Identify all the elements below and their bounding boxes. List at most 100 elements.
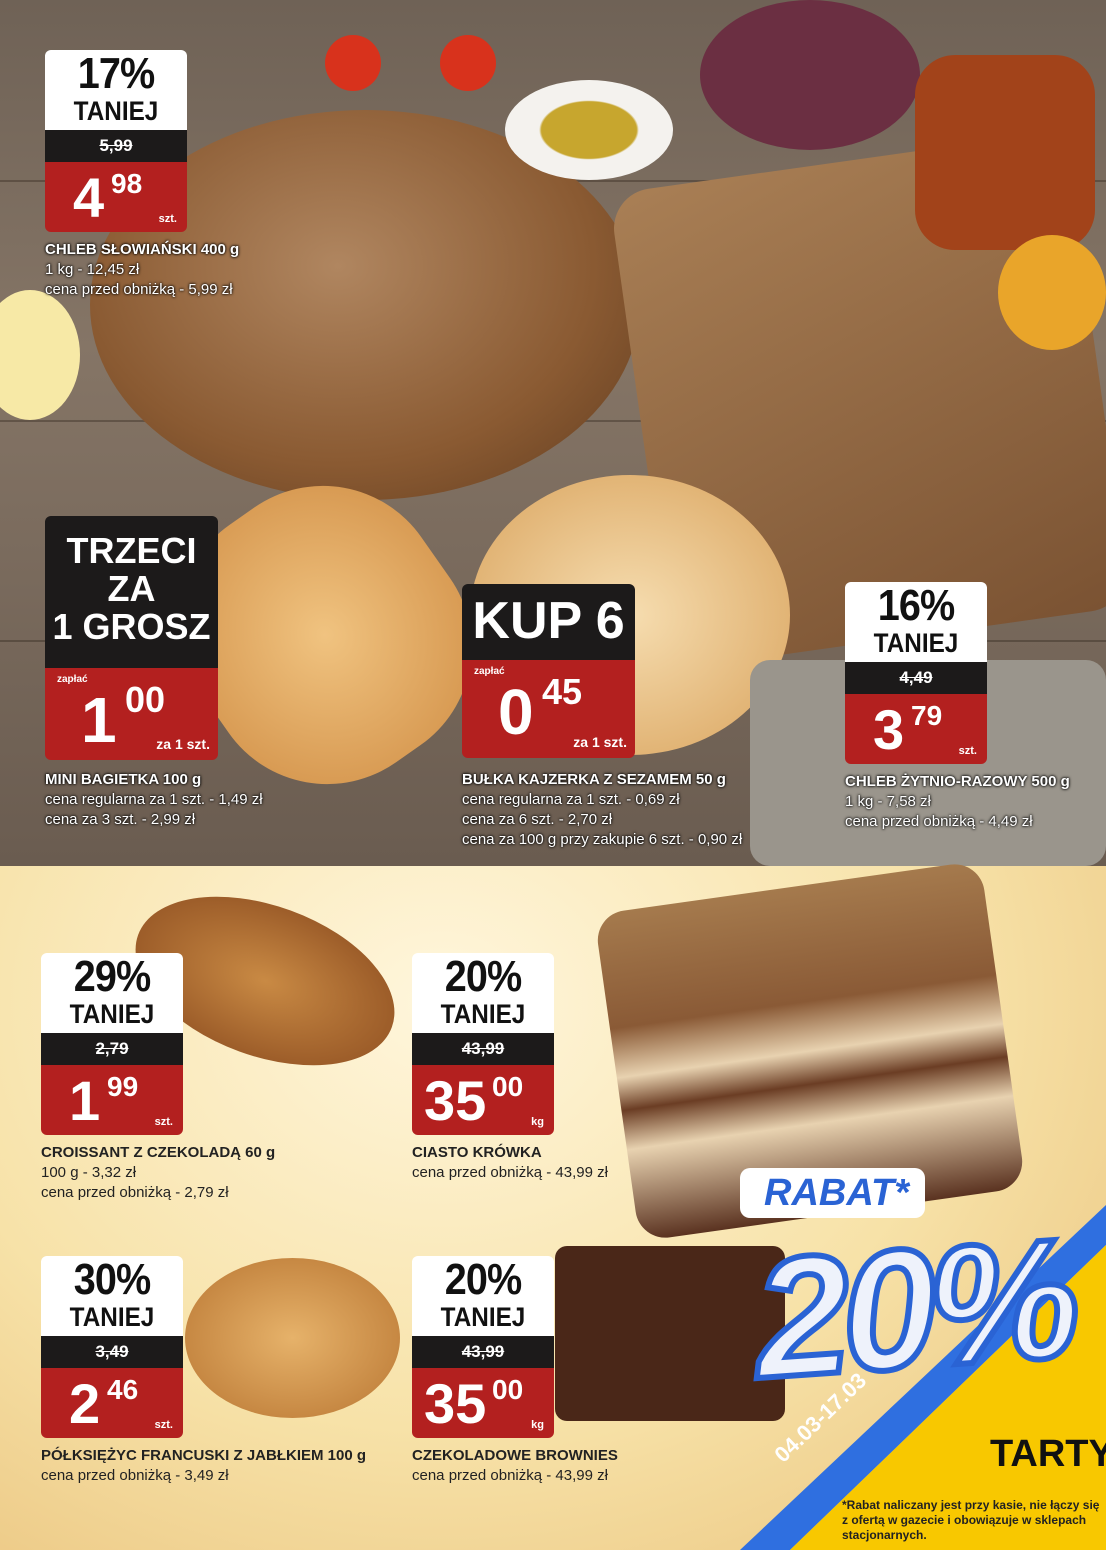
price-decimal: 00 (492, 1071, 524, 1102)
tomato-image (325, 35, 381, 91)
discount-label: TANIEJ (440, 999, 526, 1029)
price-tag-ciasto-krowka: 20% TANIEJ 43,99 35 00 kg (412, 953, 554, 1135)
price-unit: szt. (958, 745, 977, 757)
honey-bowl-image (998, 235, 1106, 350)
price-tag-croissant: 29% TANIEJ 2,79 1 99 szt. (41, 953, 183, 1135)
old-price-strip: 3,49 (41, 1336, 183, 1368)
discount-box: 17% TANIEJ (45, 50, 187, 130)
product-info-brownies: CZEKOLADOWE BROWNIES cena przed obniżką -… (412, 1446, 618, 1486)
discount-box: 20% TANIEJ (412, 1256, 554, 1336)
old-price: 2,79 (95, 1039, 129, 1058)
price-unit: szt. (154, 1116, 173, 1128)
price-integer: 35 (424, 1372, 487, 1435)
old-price: 5,99 (99, 136, 133, 155)
current-price-box: 35 00 kg (412, 1368, 554, 1438)
product-detail-line: cena przed obniżką - 43,99 zł (412, 1164, 608, 1181)
product-info-kajzerka: BUŁKA KAJZERKA Z SEZAMEM 50 g cena regula… (462, 770, 742, 850)
price-unit: za 1 szt. (573, 734, 627, 750)
old-price: 43,99 (461, 1039, 505, 1058)
promo-headline-line: TRZECI (66, 530, 197, 571)
price-unit: szt. (158, 213, 177, 225)
old-price-strip: 43,99 (412, 1336, 554, 1368)
discount-label: TANIEJ (440, 1302, 526, 1332)
product-name: CIASTO KRÓWKA (412, 1144, 542, 1161)
product-name: CROISSANT Z CZEKOLADĄ 60 g (41, 1144, 276, 1161)
discount-percent: 20% (444, 952, 522, 1001)
product-detail-line: cena przed obniżką - 4,49 zł (845, 813, 1033, 830)
old-price-strip: 43,99 (412, 1033, 554, 1065)
current-price-box: 2 46 szt. (41, 1368, 183, 1438)
price-decimal: 98 (111, 168, 143, 199)
product-detail-line: cena regularna za 1 szt. - 0,69 zł (462, 791, 680, 808)
price-integer: 2 (69, 1372, 101, 1435)
price-tag-polksiezyc: 30% TANIEJ 3,49 2 46 szt. (41, 1256, 183, 1438)
current-price-box: 4 98 szt. (45, 162, 187, 232)
product-detail-line: cena za 100 g przy zakupie 6 szt. - 0,90… (462, 831, 743, 848)
price-decimal: 99 (107, 1071, 139, 1102)
current-price-box: 1 99 szt. (41, 1065, 183, 1135)
product-detail-line: cena przed obniżką - 3,49 zł (41, 1467, 229, 1484)
price-tag-brownies: 20% TANIEJ 43,99 35 00 kg (412, 1256, 554, 1438)
product-detail-line: cena przed obniżką - 5,99 zł (45, 281, 233, 298)
price-decimal: 79 (911, 700, 943, 731)
grapes-image (700, 0, 920, 150)
promo-price-box: zapłać 0 45 za 1 szt. (462, 660, 635, 758)
product-name: CHLEB ŻYTNIO-RAZOWY 500 g (845, 773, 1070, 790)
discount-label: TANIEJ (69, 1302, 155, 1332)
price-integer: 1 (81, 684, 117, 756)
price-unit: kg (531, 1116, 544, 1128)
product-detail-line: cena regularna za 1 szt. - 1,49 zł (45, 791, 263, 808)
price-unit: kg (531, 1419, 544, 1431)
old-price-strip: 4,49 (845, 662, 987, 694)
discount-box: 16% TANIEJ (845, 582, 987, 662)
promo-price-box: zapłać 1 00 za 1 szt. (45, 668, 218, 760)
old-price: 3,49 (95, 1342, 129, 1361)
product-detail-line: 1 kg - 12,45 zł (45, 261, 140, 278)
apple-pastry-image (185, 1258, 400, 1418)
product-name: PÓŁKSIĘŻYC FRANCUSKI Z JABŁKIEM 100 g (41, 1447, 367, 1464)
product-info-mini-bagietka: MINI BAGIETKA 100 g cena regularna za 1 s… (45, 770, 263, 830)
price-unit: za 1 szt. (156, 736, 210, 752)
promo-headline-line: ZA (107, 568, 156, 609)
discount-percent: 16% (877, 581, 955, 630)
product-detail-line: cena za 3 szt. - 2,99 zł (45, 811, 196, 828)
product-detail-line: cena przed obniżką - 43,99 zł (412, 1467, 608, 1484)
price-decimal: 45 (542, 671, 583, 712)
product-info-chleb-slowianski: CHLEB SŁOWIAŃSKI 400 g 1 kg - 12,45 zł cen… (45, 240, 239, 300)
product-name: BUŁKA KAJZERKA Z SEZAMEM 50 g (462, 771, 726, 788)
discount-label: TANIEJ (69, 999, 155, 1029)
price-integer: 35 (424, 1069, 487, 1132)
product-name: CZEKOLADOWE BROWNIES (412, 1447, 618, 1464)
promo-headline-mini-bagietka: TRZECI ZA 1 GROSZ (45, 516, 218, 668)
price-integer: 1 (69, 1069, 101, 1132)
brownie-image (555, 1246, 785, 1421)
discount-box: 29% TANIEJ (41, 953, 183, 1033)
butter-bowl-image (0, 290, 80, 420)
discount-box: 20% TANIEJ (412, 953, 554, 1033)
promo-headline-line: 1 GROSZ (52, 606, 211, 647)
product-detail-line: cena za 6 szt. - 2,70 zł (462, 811, 613, 828)
price-decimal: 00 (125, 679, 166, 720)
price-integer: 3 (873, 698, 905, 761)
old-price-strip: 2,79 (41, 1033, 183, 1065)
pay-label: zapłać (57, 674, 88, 685)
price-decimal: 46 (107, 1374, 139, 1405)
discount-label: TANIEJ (873, 628, 959, 658)
promo-headline-line: KUP 6 (472, 592, 625, 650)
old-price: 4,49 (899, 668, 933, 687)
discount-percent: 30% (73, 1255, 151, 1304)
price-integer: 4 (73, 166, 105, 229)
rabat-category: TARTY (990, 1433, 1106, 1475)
product-name: MINI BAGIETKA 100 g (45, 771, 202, 788)
product-info-chleb-zytnio-razowy: CHLEB ŻYTNIO-RAZOWY 500 g 1 kg - 7,58 zł c… (845, 772, 1070, 832)
promo-headline-kajzerka: KUP 6 (462, 584, 635, 660)
product-name: CHLEB SŁOWIAŃSKI 400 g (45, 241, 240, 258)
jam-jar-image (915, 55, 1095, 250)
discount-percent: 17% (77, 49, 155, 98)
old-price-strip: 5,99 (45, 130, 187, 162)
pay-label: zapłać (474, 666, 505, 677)
product-detail-line: 1 kg - 7,58 zł (845, 793, 931, 810)
old-price: 43,99 (461, 1342, 505, 1361)
product-info-croissant: CROISSANT Z CZEKOLADĄ 60 g 100 g - 3,32 z… (41, 1143, 275, 1203)
price-unit: szt. (154, 1419, 173, 1431)
